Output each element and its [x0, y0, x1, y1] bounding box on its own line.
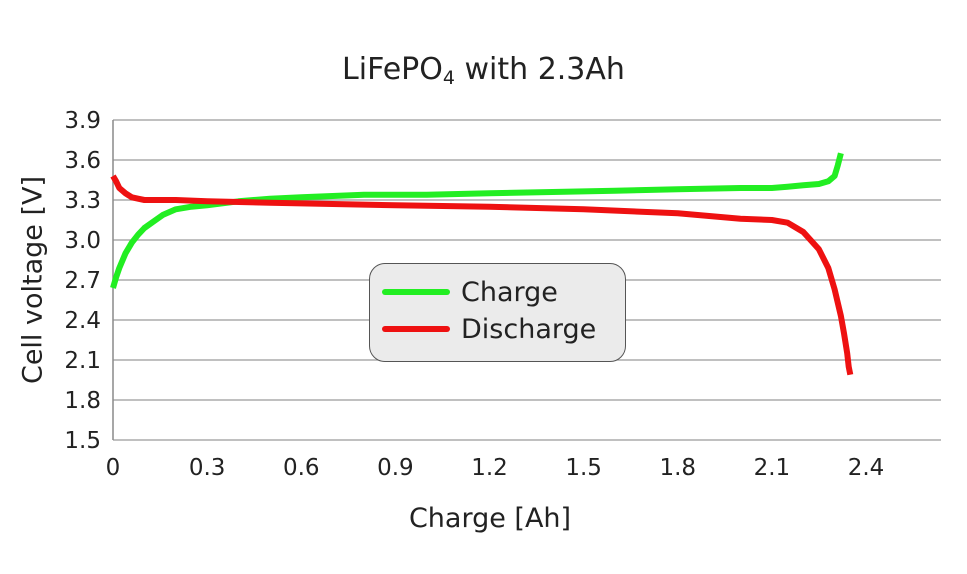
series-lines [110, 152, 854, 376]
x-tick-label: 0.9 [377, 455, 414, 481]
y-tick-label: 3.6 [64, 148, 101, 174]
y-tick-label: 2.4 [64, 308, 101, 334]
y-tick-label: 1.5 [64, 428, 101, 454]
x-tick-label: 0.3 [189, 455, 226, 481]
legend-label-discharge: Discharge [461, 313, 597, 345]
legend: Charge Discharge [369, 263, 626, 362]
x-tick-label: 1.2 [471, 455, 508, 481]
legend-item-discharge: Discharge [382, 313, 596, 345]
x-tick-label: 2.1 [754, 455, 791, 481]
legend-item-charge: Charge [382, 276, 558, 308]
chart-title-subscript: 4 [442, 67, 455, 89]
legend-label-charge: Charge [461, 276, 558, 308]
y-tick-label: 2.1 [64, 348, 101, 374]
x-tick-label: 1.8 [659, 455, 696, 481]
chart-title: LiFePO4 with 2.3Ah [0, 52, 967, 89]
y-tick-label: 2.7 [64, 268, 101, 294]
series-line-discharge [110, 174, 854, 376]
y-tick-label: 1.8 [64, 388, 101, 414]
y-tick-label: 3.3 [64, 188, 101, 214]
x-tick-label: 0 [106, 455, 121, 481]
legend-swatch-discharge [382, 326, 450, 332]
y-tick-label: 3.9 [64, 108, 101, 134]
x-tick-label: 1.5 [565, 455, 602, 481]
series-line-charge [110, 152, 844, 289]
y-axis-label: Cell voltage [V] [17, 175, 49, 385]
x-tick-label: 0.6 [283, 455, 320, 481]
tick-labels: 1.5 1.8 2.1 2.4 2.7 3.0 3.3 3.6 3.9 0 0.3 0.6 0.9 1.2… [64, 108, 884, 481]
chart-title-main: LiFePO [342, 52, 443, 87]
y-tick-label: 3.0 [64, 228, 101, 254]
x-axis-label: Charge [Ah] [408, 503, 572, 534]
chart-title-rest: with 2.3Ah [454, 52, 625, 87]
legend-swatch-charge [382, 289, 450, 295]
x-tick-label: 2.4 [848, 455, 885, 481]
